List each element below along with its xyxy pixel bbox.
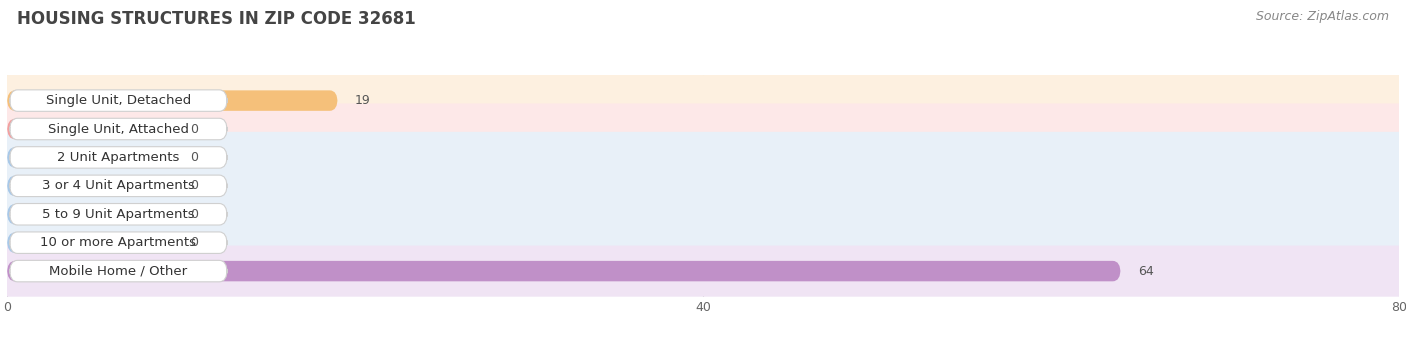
- FancyBboxPatch shape: [7, 119, 173, 139]
- Text: 5 to 9 Unit Apartments: 5 to 9 Unit Apartments: [42, 208, 194, 221]
- FancyBboxPatch shape: [10, 204, 228, 225]
- FancyBboxPatch shape: [0, 217, 1406, 268]
- FancyBboxPatch shape: [7, 147, 173, 168]
- FancyBboxPatch shape: [10, 261, 228, 282]
- FancyBboxPatch shape: [10, 232, 228, 253]
- Text: 64: 64: [1137, 265, 1154, 278]
- Text: Mobile Home / Other: Mobile Home / Other: [49, 265, 187, 278]
- Text: Source: ZipAtlas.com: Source: ZipAtlas.com: [1256, 10, 1389, 23]
- FancyBboxPatch shape: [7, 90, 337, 111]
- Text: HOUSING STRUCTURES IN ZIP CODE 32681: HOUSING STRUCTURES IN ZIP CODE 32681: [17, 10, 416, 28]
- FancyBboxPatch shape: [7, 176, 173, 196]
- FancyBboxPatch shape: [0, 246, 1406, 297]
- FancyBboxPatch shape: [7, 204, 173, 224]
- Text: 0: 0: [190, 122, 198, 135]
- Text: 10 or more Apartments: 10 or more Apartments: [41, 236, 197, 249]
- Text: 0: 0: [190, 179, 198, 192]
- Text: 0: 0: [190, 208, 198, 221]
- FancyBboxPatch shape: [10, 147, 228, 168]
- FancyBboxPatch shape: [7, 261, 1121, 281]
- FancyBboxPatch shape: [0, 103, 1406, 154]
- FancyBboxPatch shape: [0, 160, 1406, 211]
- Text: 0: 0: [190, 236, 198, 249]
- Text: 2 Unit Apartments: 2 Unit Apartments: [58, 151, 180, 164]
- FancyBboxPatch shape: [0, 189, 1406, 240]
- Text: 0: 0: [190, 151, 198, 164]
- FancyBboxPatch shape: [0, 132, 1406, 183]
- Text: 3 or 4 Unit Apartments: 3 or 4 Unit Apartments: [42, 179, 195, 192]
- FancyBboxPatch shape: [7, 233, 173, 253]
- Text: 19: 19: [354, 94, 371, 107]
- FancyBboxPatch shape: [0, 75, 1406, 126]
- Text: Single Unit, Attached: Single Unit, Attached: [48, 122, 188, 135]
- Text: Single Unit, Detached: Single Unit, Detached: [46, 94, 191, 107]
- FancyBboxPatch shape: [10, 118, 228, 140]
- FancyBboxPatch shape: [10, 90, 228, 111]
- FancyBboxPatch shape: [10, 175, 228, 196]
